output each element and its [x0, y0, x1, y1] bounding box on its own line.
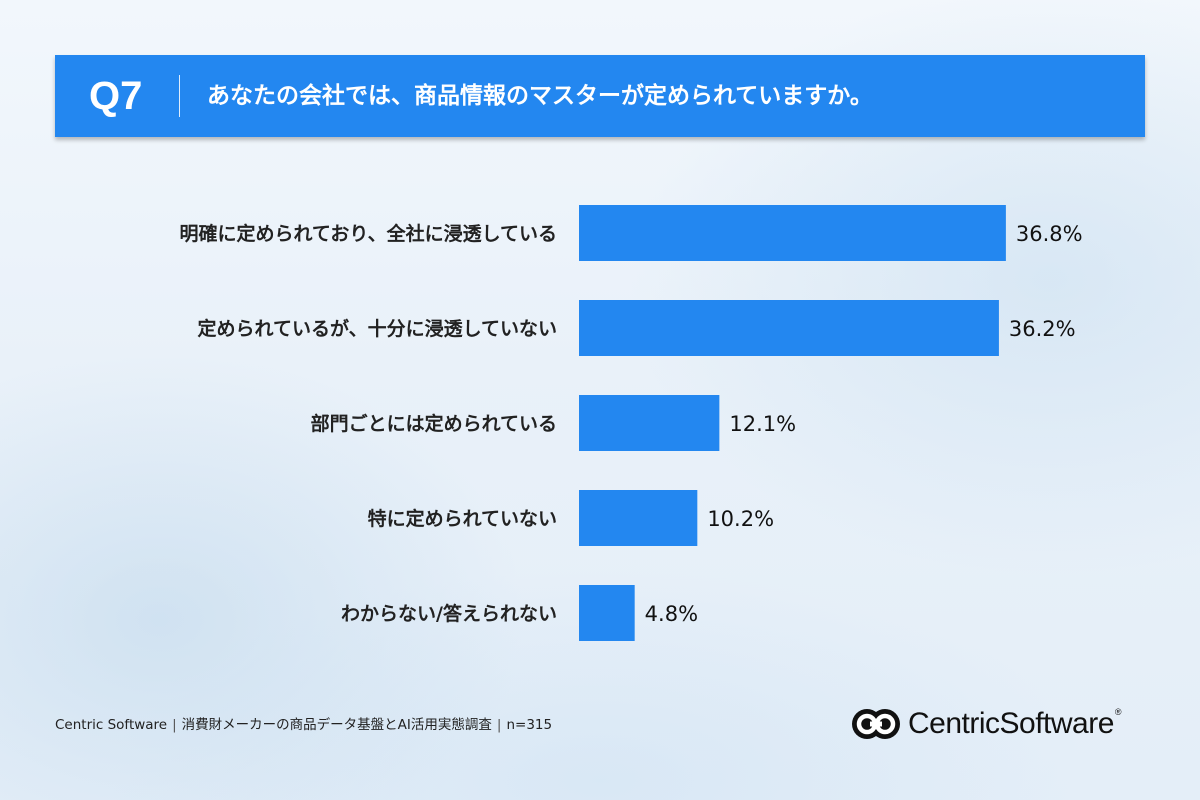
category-label: 部門ごとには定められている: [311, 412, 557, 435]
value-label: 10.2%: [707, 507, 774, 531]
value-label: 36.2%: [1009, 317, 1076, 341]
bar: [579, 395, 720, 451]
centric-logo-icon: [852, 709, 900, 739]
footer-sample-size: n=315: [506, 717, 553, 733]
category-label: わからない/答えられない: [341, 602, 557, 625]
footer-separator: |: [172, 717, 177, 733]
logo-wordmark: CentricSoftware®: [908, 704, 1122, 744]
category-label: 特に定められていない: [368, 507, 557, 530]
logo-name-centric: Centric: [908, 707, 1000, 740]
question-text: あなたの会社では、商品情報のマスターが定められていますか。: [207, 83, 873, 109]
value-label: 4.8%: [645, 602, 698, 626]
footer-separator-2: |: [496, 717, 502, 733]
footer-credit: Centric Software | 消費財メーカーの商品データ基盤とAI活用実態調…: [55, 712, 552, 738]
bar: [579, 300, 999, 356]
category-label: 明確に定められており、全社に浸透している: [179, 222, 557, 245]
value-label: 36.8%: [1016, 222, 1083, 246]
bar: [579, 490, 698, 546]
value-label: 12.1%: [729, 412, 796, 436]
centric-software-logo: CentricSoftware®: [848, 704, 1168, 744]
question-header: Q7 あなたの会社では、商品情報のマスターが定められていますか。: [55, 55, 1145, 137]
header-divider: [179, 75, 180, 117]
question-number: Q7: [89, 74, 143, 118]
bar: [579, 205, 1006, 261]
footer-company: Centric Software: [55, 717, 168, 733]
registered-mark: ®: [1114, 707, 1122, 717]
footer-survey-title: 消費財メーカーの商品データ基盤とAI活用実態調査: [181, 717, 492, 733]
category-label: 定められているが、十分に浸透していない: [198, 317, 557, 340]
logo-name-software: Software: [999, 707, 1115, 740]
bar: [579, 585, 635, 641]
bars-layer: 明確に定められており、全社に浸透している 36.8% 定められているが、十分に浸透し…: [179, 205, 1083, 641]
